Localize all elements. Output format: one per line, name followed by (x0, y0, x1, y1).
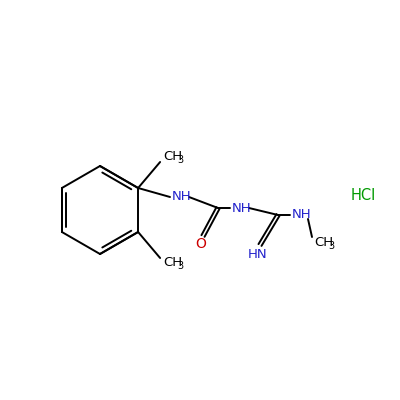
Text: NH: NH (232, 202, 252, 214)
Text: 3: 3 (328, 241, 334, 251)
Text: CH: CH (163, 150, 182, 164)
Text: CH: CH (163, 256, 182, 270)
Text: 3: 3 (177, 155, 183, 165)
Text: 3: 3 (177, 261, 183, 271)
Text: NH: NH (172, 190, 192, 204)
Text: HN: HN (248, 248, 268, 260)
Text: HCl: HCl (350, 188, 376, 202)
Text: CH: CH (314, 236, 333, 250)
Text: NH: NH (292, 208, 312, 222)
Text: O: O (196, 237, 206, 251)
